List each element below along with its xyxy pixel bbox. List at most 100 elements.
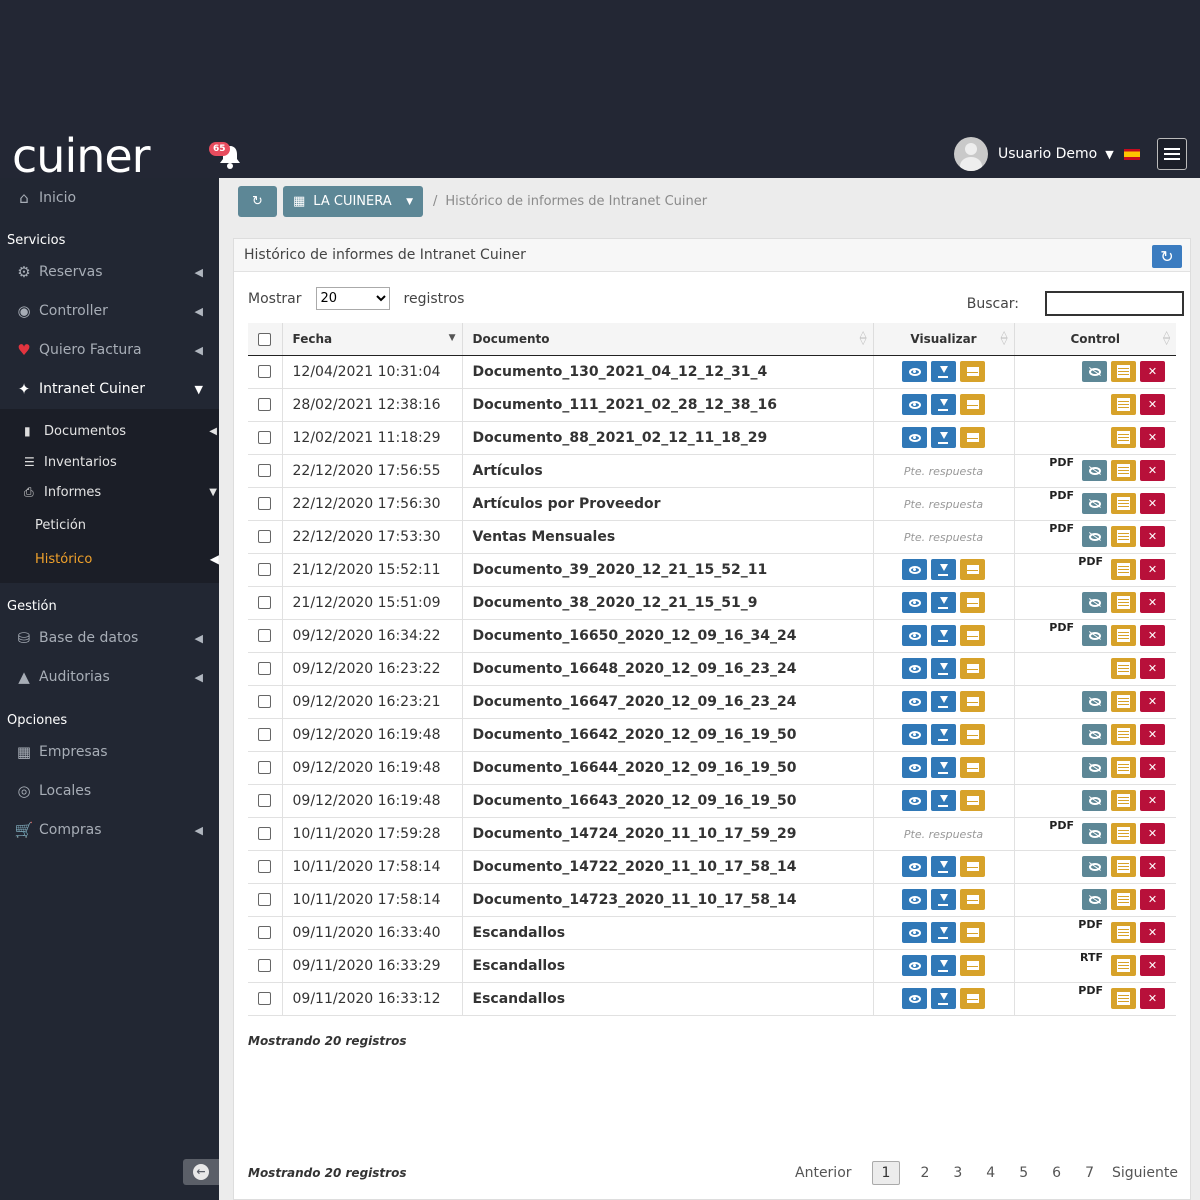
details-button[interactable] <box>1111 361 1136 382</box>
refresh-button[interactable]: ↻ <box>238 186 277 217</box>
email-button[interactable] <box>960 361 985 382</box>
delete-button[interactable]: ✕ <box>1140 460 1165 481</box>
row-checkbox[interactable] <box>258 695 272 708</box>
sidebar-item-locales[interactable]: ◎ Locales <box>0 772 219 810</box>
pagination-previous[interactable]: Anterior <box>795 1165 852 1181</box>
sidebar-item-compras[interactable]: 🛒 Compras ◀ <box>14 821 203 839</box>
row-checkbox[interactable] <box>258 893 272 906</box>
view-button[interactable] <box>902 922 927 943</box>
details-button[interactable] <box>1111 823 1136 844</box>
view-button[interactable] <box>902 361 927 382</box>
email-button[interactable] <box>960 922 985 943</box>
details-button[interactable] <box>1111 691 1136 712</box>
hide-button[interactable] <box>1082 493 1107 514</box>
page-4-button[interactable]: 4 <box>986 1165 996 1181</box>
delete-button[interactable]: ✕ <box>1140 361 1165 382</box>
sidebar-item-controller[interactable]: ◉ Controller ◀ <box>0 292 219 330</box>
delete-button[interactable]: ✕ <box>1140 889 1165 910</box>
row-checkbox[interactable] <box>258 662 272 675</box>
view-button[interactable] <box>902 757 927 778</box>
email-button[interactable] <box>960 658 985 679</box>
download-button[interactable] <box>931 427 956 448</box>
document-cell[interactable]: Documento_16648_2020_12_09_16_23_24 <box>462 652 874 686</box>
email-button[interactable] <box>960 955 985 976</box>
download-button[interactable] <box>931 394 956 415</box>
page-5-button[interactable]: 5 <box>1019 1165 1029 1181</box>
delete-button[interactable]: ✕ <box>1140 955 1165 976</box>
document-cell[interactable]: Documento_111_2021_02_28_12_38_16 <box>462 388 874 422</box>
details-button[interactable] <box>1111 526 1136 547</box>
panel-refresh-button[interactable]: ↻ <box>1152 245 1182 268</box>
hide-button[interactable] <box>1082 691 1107 712</box>
delete-button[interactable]: ✕ <box>1140 988 1165 1009</box>
document-cell[interactable]: Documento_16650_2020_12_09_16_34_24 <box>462 619 874 653</box>
download-button[interactable] <box>931 922 956 943</box>
download-button[interactable] <box>931 592 956 613</box>
delete-button[interactable]: ✕ <box>1140 757 1165 778</box>
row-checkbox[interactable] <box>258 992 272 1005</box>
row-checkbox[interactable] <box>258 431 272 444</box>
logo[interactable]: cuiner <box>12 129 151 183</box>
hide-button[interactable] <box>1082 889 1107 910</box>
download-button[interactable] <box>931 757 956 778</box>
download-button[interactable] <box>931 889 956 910</box>
view-button[interactable] <box>902 790 927 811</box>
document-cell[interactable]: Documento_14723_2020_11_10_17_58_14 <box>462 883 874 917</box>
page-3-button[interactable]: 3 <box>953 1165 963 1181</box>
download-button[interactable] <box>931 559 956 580</box>
row-checkbox[interactable] <box>258 959 272 972</box>
download-button[interactable] <box>931 988 956 1009</box>
hide-button[interactable] <box>1082 856 1107 877</box>
hide-button[interactable] <box>1082 724 1107 745</box>
document-cell[interactable]: Escandallos <box>462 982 874 1016</box>
view-button[interactable] <box>902 427 927 448</box>
details-button[interactable] <box>1111 493 1136 514</box>
sidebar-item-documentos[interactable]: ▮ Documentos ◀ <box>24 423 217 439</box>
page-2-button[interactable]: 2 <box>920 1165 930 1181</box>
row-checkbox[interactable] <box>258 398 272 411</box>
view-button[interactable] <box>902 658 927 679</box>
document-cell[interactable]: Documento_14724_2020_11_10_17_59_29 <box>462 817 874 851</box>
document-cell[interactable]: Ventas Mensuales <box>462 520 874 554</box>
page-7-button[interactable]: 7 <box>1085 1165 1094 1181</box>
document-cell[interactable]: Documento_16647_2020_12_09_16_23_24 <box>462 685 874 719</box>
delete-button[interactable]: ✕ <box>1140 856 1165 877</box>
hide-button[interactable] <box>1082 757 1107 778</box>
view-button[interactable] <box>902 889 927 910</box>
hide-button[interactable] <box>1082 460 1107 481</box>
document-cell[interactable]: Artículos por Proveedor <box>462 487 874 521</box>
details-button[interactable] <box>1111 625 1136 646</box>
email-button[interactable] <box>960 724 985 745</box>
email-button[interactable] <box>960 625 985 646</box>
details-button[interactable] <box>1111 922 1136 943</box>
details-button[interactable] <box>1111 427 1136 448</box>
hide-button[interactable] <box>1082 592 1107 613</box>
sidebar-item-empresas[interactable]: ▦ Empresas <box>0 733 219 771</box>
column-header-control[interactable]: Control △ ▽ <box>1014 323 1176 356</box>
sidebar-item-historico[interactable]: Histórico ◀ <box>35 551 219 567</box>
details-button[interactable] <box>1111 724 1136 745</box>
delete-button[interactable]: ✕ <box>1140 526 1165 547</box>
document-cell[interactable]: Artículos <box>462 454 874 488</box>
spain-flag-icon[interactable] <box>1123 148 1140 160</box>
view-button[interactable] <box>902 691 927 712</box>
document-cell[interactable]: Documento_16642_2020_12_09_16_19_50 <box>462 718 874 752</box>
column-header-view[interactable]: Visualizar △ ▽ <box>873 323 1015 356</box>
document-cell[interactable]: Escandallos <box>462 916 874 950</box>
sidebar-item-auditorias[interactable]: ▲ Auditorias ◀ <box>0 658 219 696</box>
download-button[interactable] <box>931 790 956 811</box>
email-button[interactable] <box>960 394 985 415</box>
email-button[interactable] <box>960 856 985 877</box>
details-button[interactable] <box>1111 790 1136 811</box>
row-checkbox[interactable] <box>258 563 272 576</box>
hamburger-menu-button[interactable] <box>1157 138 1187 170</box>
download-button[interactable] <box>931 625 956 646</box>
delete-button[interactable]: ✕ <box>1140 427 1165 448</box>
view-button[interactable] <box>902 988 927 1009</box>
row-checkbox[interactable] <box>258 827 272 840</box>
sidebar-item-reservas[interactable]: ⚙ Reservas ◀ <box>0 253 219 291</box>
document-cell[interactable]: Documento_16644_2020_12_09_16_19_50 <box>462 751 874 785</box>
delete-button[interactable]: ✕ <box>1140 691 1165 712</box>
document-cell[interactable]: Documento_38_2020_12_21_15_51_9 <box>462 586 874 620</box>
company-dropdown[interactable]: ▦ LA CUINERA ▼ <box>283 186 423 217</box>
